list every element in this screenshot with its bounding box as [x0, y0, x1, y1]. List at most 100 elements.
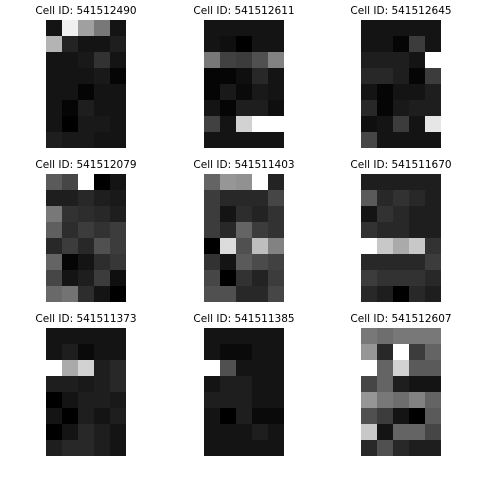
heatmap-pixel: [409, 52, 425, 68]
heatmap-pixel: [236, 408, 252, 424]
heatmap-pixel: [78, 132, 94, 148]
panel-title-1: Cell ID: 541512490: [35, 5, 137, 17]
heatmap-pixel: [204, 238, 220, 254]
heatmap-pixel: [393, 190, 409, 206]
heatmap-pixel: [409, 238, 425, 254]
heatmap-pixel: [236, 132, 252, 148]
heatmap-pixel: [46, 68, 62, 84]
heatmap-pixel: [110, 20, 126, 36]
heatmap-pixel: [409, 36, 425, 52]
heatmap-pixel: [236, 392, 252, 408]
heatmap-pixel: [78, 190, 94, 206]
heatmap-pixel: [204, 116, 220, 132]
heatmap-pixel: [78, 360, 94, 376]
heatmap-pixel: [361, 238, 377, 254]
heatmap-pixel: [425, 206, 441, 222]
heatmap-pixel: [409, 424, 425, 440]
heatmap-panel-3: [361, 20, 441, 148]
heatmap-pixel: [393, 344, 409, 360]
heatmap-pixel: [94, 254, 110, 270]
heatmap-pixel: [78, 52, 94, 68]
heatmap-pixel: [236, 360, 252, 376]
heatmap-pixel: [361, 440, 377, 456]
heatmap-pixel: [204, 344, 220, 360]
heatmap-pixel: [204, 190, 220, 206]
heatmap-pixel: [204, 206, 220, 222]
heatmap-pixel: [236, 116, 252, 132]
heatmap-pixel: [46, 254, 62, 270]
heatmap-pixel: [110, 68, 126, 84]
heatmap-pixel: [204, 68, 220, 84]
heatmap-pixel: [46, 190, 62, 206]
heatmap-pixel: [94, 36, 110, 52]
heatmap-pixel: [110, 206, 126, 222]
heatmap-pixel: [62, 376, 78, 392]
heatmap-pixel: [393, 174, 409, 190]
heatmap-pixel: [62, 20, 78, 36]
heatmap-pixel: [204, 222, 220, 238]
heatmap-pixel: [94, 360, 110, 376]
panel-title-6: Cell ID: 541511670: [350, 159, 452, 171]
heatmap-panel-7: [46, 328, 126, 456]
heatmap-pixel: [393, 222, 409, 238]
heatmap-pixel: [110, 84, 126, 100]
heatmap-pixel: [236, 238, 252, 254]
heatmap-pixel: [361, 174, 377, 190]
heatmap-pixel: [94, 222, 110, 238]
heatmap-pixel: [393, 84, 409, 100]
panel-title-2: Cell ID: 541512611: [193, 5, 295, 17]
heatmap-pixel: [361, 206, 377, 222]
heatmap-pixel: [94, 174, 110, 190]
heatmap-panel-2: [204, 20, 284, 148]
heatmap-pixel: [252, 440, 268, 456]
heatmap-pixel: [46, 376, 62, 392]
heatmap-pixel: [393, 254, 409, 270]
heatmap-pixel: [252, 190, 268, 206]
heatmap-pixel: [252, 424, 268, 440]
heatmap-pixel: [220, 238, 236, 254]
heatmap-pixel: [377, 100, 393, 116]
heatmap-pixel: [46, 270, 62, 286]
heatmap-pixel: [425, 392, 441, 408]
heatmap-pixel: [393, 286, 409, 302]
heatmap-pixel: [393, 328, 409, 344]
heatmap-pixel: [46, 36, 62, 52]
heatmap-pixel: [268, 20, 284, 36]
heatmap-pixel: [204, 440, 220, 456]
heatmap-pixel: [409, 132, 425, 148]
heatmap-pixel: [409, 84, 425, 100]
panel-title-4: Cell ID: 541512079: [35, 159, 137, 171]
heatmap-pixel: [78, 206, 94, 222]
heatmap-pixel: [204, 392, 220, 408]
heatmap-pixel: [377, 68, 393, 84]
heatmap-pixel: [425, 100, 441, 116]
heatmap-pixel: [425, 132, 441, 148]
heatmap-pixel: [220, 68, 236, 84]
heatmap-pixel: [268, 206, 284, 222]
heatmap-pixel: [110, 238, 126, 254]
heatmap-pixel: [62, 408, 78, 424]
heatmap-pixel: [393, 424, 409, 440]
heatmap-pixel: [361, 36, 377, 52]
panel-title-5: Cell ID: 541511403: [193, 159, 295, 171]
heatmap-pixel: [236, 190, 252, 206]
heatmap-pixel: [236, 376, 252, 392]
heatmap-pixel: [204, 376, 220, 392]
heatmap-pixel: [268, 360, 284, 376]
heatmap-pixel: [268, 286, 284, 302]
heatmap-pixel: [252, 222, 268, 238]
heatmap-pixel: [94, 328, 110, 344]
heatmap-pixel: [393, 206, 409, 222]
heatmap-pixel: [268, 254, 284, 270]
heatmap-pixel: [409, 440, 425, 456]
heatmap-pixel: [252, 36, 268, 52]
heatmap-pixel: [252, 132, 268, 148]
heatmap-pixel: [94, 84, 110, 100]
heatmap-pixel: [94, 52, 110, 68]
heatmap-pixel: [252, 238, 268, 254]
heatmap-pixel: [78, 84, 94, 100]
heatmap-pixel: [252, 174, 268, 190]
heatmap-pixel: [252, 360, 268, 376]
heatmap-pixel: [252, 254, 268, 270]
panel-title-9: Cell ID: 541512607: [350, 313, 452, 325]
